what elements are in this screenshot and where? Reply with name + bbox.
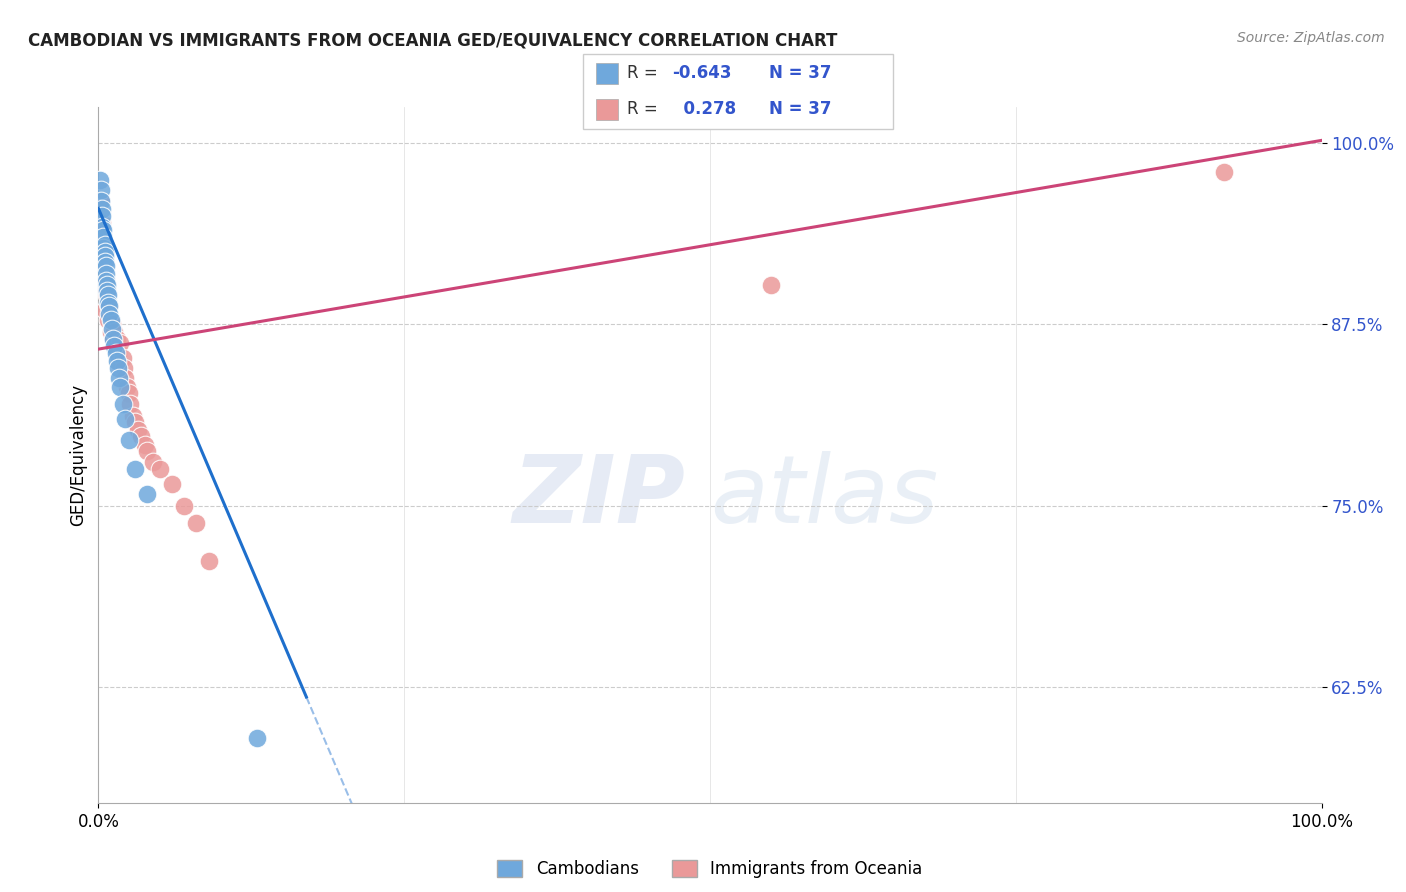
Point — [91, 223, 114, 237]
Point — [107, 360, 129, 375]
Point — [101, 332, 124, 346]
Point — [91, 220, 114, 235]
Point — [127, 423, 149, 437]
Text: ZIP: ZIP — [513, 450, 686, 542]
Point — [91, 281, 114, 295]
Point — [136, 487, 159, 501]
Point — [136, 443, 159, 458]
Text: -0.643: -0.643 — [672, 64, 731, 82]
FancyBboxPatch shape — [596, 62, 617, 84]
Point — [98, 299, 121, 313]
Point — [100, 313, 122, 327]
Point — [90, 194, 112, 209]
Point — [1212, 165, 1234, 179]
Point — [93, 249, 115, 263]
Point — [115, 380, 138, 394]
Point — [91, 202, 114, 216]
Point — [104, 346, 127, 360]
Point — [94, 260, 117, 274]
Point — [93, 302, 115, 317]
Point — [94, 274, 117, 288]
FancyBboxPatch shape — [583, 54, 893, 129]
Point — [96, 284, 118, 298]
Text: R =: R = — [627, 100, 662, 119]
Point — [97, 313, 120, 327]
Text: N = 37: N = 37 — [769, 100, 831, 119]
Point — [98, 299, 121, 313]
Point — [103, 325, 125, 339]
Y-axis label: GED/Equivalency: GED/Equivalency — [69, 384, 87, 526]
Text: N = 37: N = 37 — [769, 64, 831, 82]
Point — [197, 554, 219, 568]
Point — [100, 325, 122, 339]
Point — [110, 336, 132, 351]
Point — [120, 397, 142, 411]
Point — [91, 216, 114, 230]
Point — [118, 434, 141, 448]
Point — [96, 278, 118, 293]
Point — [97, 288, 120, 302]
Point — [93, 237, 115, 252]
Point — [124, 462, 146, 476]
Point — [107, 346, 129, 360]
Text: R =: R = — [627, 64, 662, 82]
Point — [104, 342, 127, 356]
Point — [129, 429, 152, 443]
Point — [761, 278, 783, 293]
Point — [124, 415, 146, 429]
Point — [149, 462, 172, 476]
Point — [110, 380, 132, 394]
Point — [112, 360, 135, 375]
Point — [111, 351, 134, 365]
Point — [121, 409, 143, 423]
Point — [108, 357, 131, 371]
Text: Source: ZipAtlas.com: Source: ZipAtlas.com — [1237, 31, 1385, 45]
Text: CAMBODIAN VS IMMIGRANTS FROM OCEANIA GED/EQUIVALENCY CORRELATION CHART: CAMBODIAN VS IMMIGRANTS FROM OCEANIA GED… — [28, 31, 838, 49]
Point — [97, 295, 120, 310]
FancyBboxPatch shape — [596, 99, 617, 120]
Point — [103, 339, 125, 353]
Point — [105, 332, 128, 346]
Point — [111, 397, 134, 411]
Point — [90, 183, 112, 197]
Point — [186, 516, 208, 530]
Point — [91, 230, 114, 244]
Point — [134, 438, 156, 452]
Point — [246, 731, 269, 745]
Point — [173, 499, 195, 513]
Point — [94, 274, 117, 288]
Point — [101, 332, 124, 346]
Point — [160, 476, 183, 491]
Point — [94, 267, 117, 281]
Point — [114, 411, 136, 425]
Point — [114, 371, 136, 385]
Point — [91, 209, 114, 223]
Legend: Cambodians, Immigrants from Oceania: Cambodians, Immigrants from Oceania — [491, 854, 929, 885]
Point — [105, 353, 128, 368]
Point — [118, 385, 141, 400]
Point — [90, 194, 112, 209]
Text: atlas: atlas — [710, 451, 938, 542]
Point — [93, 244, 115, 259]
Point — [89, 172, 111, 186]
Text: 0.278: 0.278 — [672, 100, 735, 119]
Point — [142, 455, 165, 469]
Point — [98, 307, 121, 321]
Point — [93, 255, 115, 269]
Point — [101, 322, 124, 336]
Point — [101, 318, 124, 332]
Point — [108, 371, 131, 385]
Point — [96, 288, 118, 302]
Point — [91, 241, 114, 255]
